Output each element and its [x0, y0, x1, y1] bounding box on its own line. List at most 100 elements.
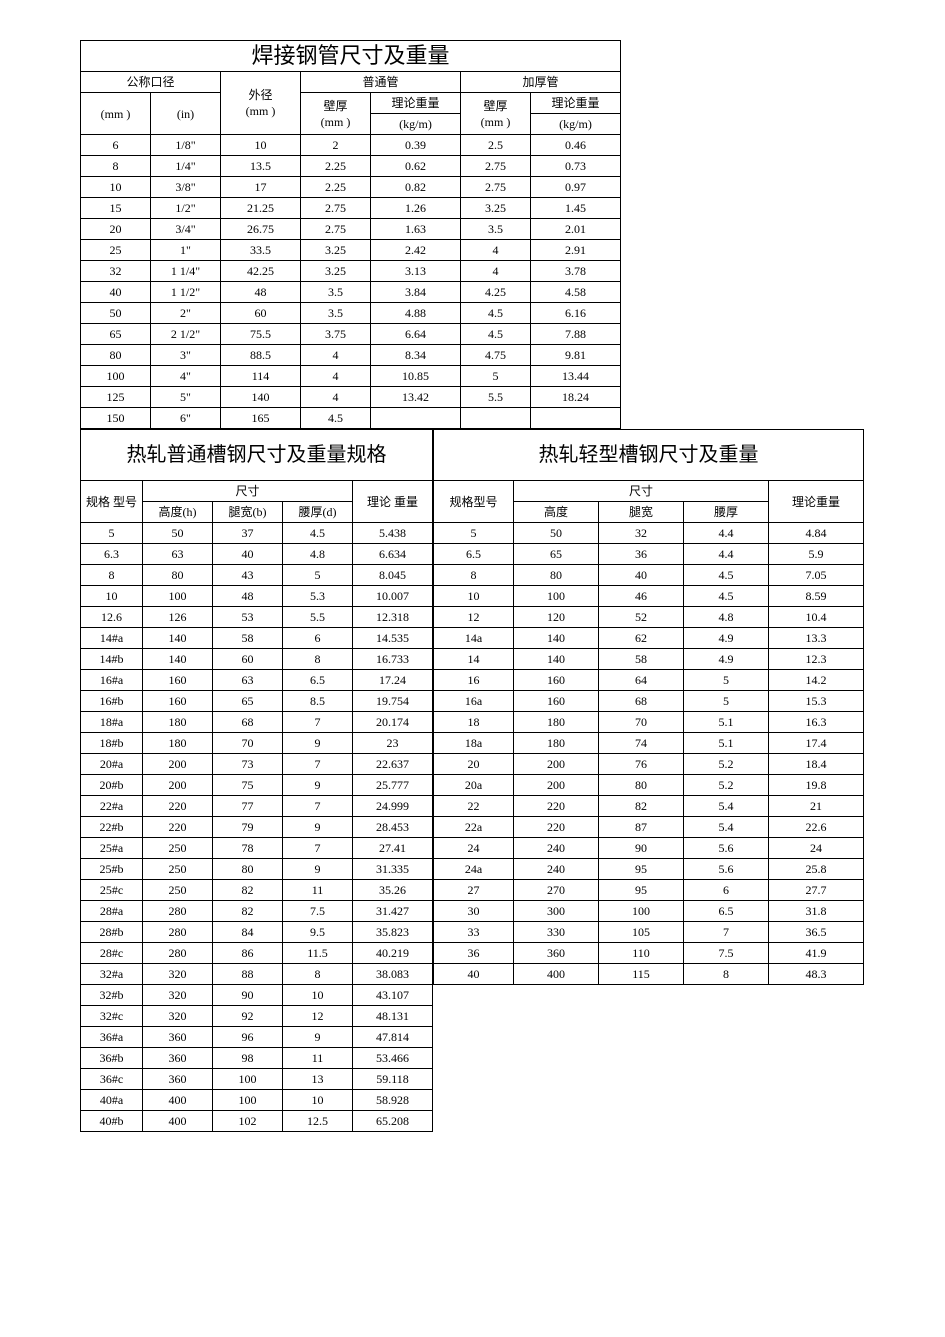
table-cell: 21	[769, 796, 864, 817]
table-cell: 5.1	[684, 733, 769, 754]
table-cell: 41.9	[769, 943, 864, 964]
table-cell: 7	[283, 796, 353, 817]
table-cell: 24a	[434, 859, 514, 880]
table-row: 28#b280849.535.823	[81, 922, 433, 943]
table-cell: 40.219	[353, 943, 433, 964]
table-cell: 4.5	[684, 565, 769, 586]
table-cell: 1/8"	[151, 135, 221, 156]
table-cell: 26.75	[221, 219, 301, 240]
table-cell: 48.131	[353, 1006, 433, 1027]
table-row: 25#a25078727.41	[81, 838, 433, 859]
table-cell: 18#b	[81, 733, 143, 754]
table-cell: 320	[143, 1006, 213, 1027]
table-cell: 240	[514, 859, 599, 880]
t3-dim: 尺寸	[514, 481, 769, 502]
table-cell: 62	[599, 628, 684, 649]
t3-spec: 规格型号	[434, 481, 514, 523]
table-cell: 28#c	[81, 943, 143, 964]
table-cell: 80	[143, 565, 213, 586]
table-cell: 6.16	[531, 303, 621, 324]
table-cell: 2"	[151, 303, 221, 324]
table-cell: 126	[143, 607, 213, 628]
table-cell: 50	[514, 523, 599, 544]
table-cell: 9.5	[283, 922, 353, 943]
table-cell: 23	[353, 733, 433, 754]
table-row: 36#a36096947.814	[81, 1027, 433, 1048]
table-row: 22#b22079928.453	[81, 817, 433, 838]
table-cell: 5.4	[684, 796, 769, 817]
table-cell: 6	[684, 880, 769, 901]
table-cell: 1"	[151, 240, 221, 261]
table-cell	[371, 408, 461, 429]
table-cell: 180	[514, 733, 599, 754]
table-cell: 65	[514, 544, 599, 565]
table-cell: 7.05	[769, 565, 864, 586]
table-cell: 4.8	[283, 544, 353, 565]
table-cell: 98	[213, 1048, 283, 1069]
table-cell: 6.5	[283, 670, 353, 691]
table-row: 303001006.531.8	[434, 901, 864, 922]
table-row: 12120524.810.4	[434, 607, 864, 628]
table-cell: 3/8"	[151, 177, 221, 198]
table-row: 18a180745.117.4	[434, 733, 864, 754]
table-cell: 32#b	[81, 985, 143, 1006]
table-cell: 3.84	[371, 282, 461, 303]
table-cell: 96	[213, 1027, 283, 1048]
table-cell: 21.25	[221, 198, 301, 219]
table-cell: 82	[213, 901, 283, 922]
table-row: 22220825.421	[434, 796, 864, 817]
table-cell: 14#b	[81, 649, 143, 670]
table-cell: 86	[213, 943, 283, 964]
table-cell: 5.438	[353, 523, 433, 544]
table-row: 20a200805.219.8	[434, 775, 864, 796]
table-cell: 40	[213, 544, 283, 565]
table-cell: 58.928	[353, 1090, 433, 1111]
table-cell: 8	[283, 964, 353, 985]
table-cell: 6	[81, 135, 151, 156]
table-cell: 7.88	[531, 324, 621, 345]
table-cell: 100	[599, 901, 684, 922]
table-cell: 19.754	[353, 691, 433, 712]
hdr-wall1: 壁厚(mm )	[301, 93, 371, 135]
table-cell: 25#a	[81, 838, 143, 859]
table-cell: 20a	[434, 775, 514, 796]
table-cell: 53	[213, 607, 283, 628]
welded-pipe-table: 焊接钢管尺寸及重量 公称口径 外径(mm ) 普通管 加厚管 (mm ) (in…	[80, 40, 621, 429]
table-cell: 58	[213, 628, 283, 649]
table-cell: 30	[434, 901, 514, 922]
table-row: 550324.44.84	[434, 523, 864, 544]
table-cell: 4.58	[531, 282, 621, 303]
table-cell	[531, 408, 621, 429]
table-cell: 73	[213, 754, 283, 775]
table-cell: 31.427	[353, 901, 433, 922]
table-cell: 35.823	[353, 922, 433, 943]
table-cell: 46	[599, 586, 684, 607]
table-cell: 22#a	[81, 796, 143, 817]
table-cell: 150	[81, 408, 151, 429]
table-row: 22#a22077724.999	[81, 796, 433, 817]
table-cell: 6.5	[434, 544, 514, 565]
table-cell: 28#b	[81, 922, 143, 943]
table-cell: 0.97	[531, 177, 621, 198]
table-row: 40#a4001001058.928	[81, 1090, 433, 1111]
table-cell: 2.42	[371, 240, 461, 261]
table-cell: 180	[143, 712, 213, 733]
table-cell: 5.3	[283, 586, 353, 607]
table-cell: 1 1/4"	[151, 261, 221, 282]
table-cell: 32	[81, 261, 151, 282]
table-cell: 11.5	[283, 943, 353, 964]
table-cell: 17.24	[353, 670, 433, 691]
table-cell: 20.174	[353, 712, 433, 733]
table-cell: 20	[434, 754, 514, 775]
table-row: 22a220875.422.6	[434, 817, 864, 838]
table-cell: 1/4"	[151, 156, 221, 177]
table-row: 203/4"26.752.751.633.52.01	[81, 219, 621, 240]
t3-d: 腰厚	[684, 502, 769, 523]
table-cell: 8.045	[353, 565, 433, 586]
table-cell: 84	[213, 922, 283, 943]
table-cell: 2 1/2"	[151, 324, 221, 345]
table-cell: 74	[599, 733, 684, 754]
table-cell: 220	[514, 817, 599, 838]
table-cell: 300	[514, 901, 599, 922]
table-cell: 70	[213, 733, 283, 754]
